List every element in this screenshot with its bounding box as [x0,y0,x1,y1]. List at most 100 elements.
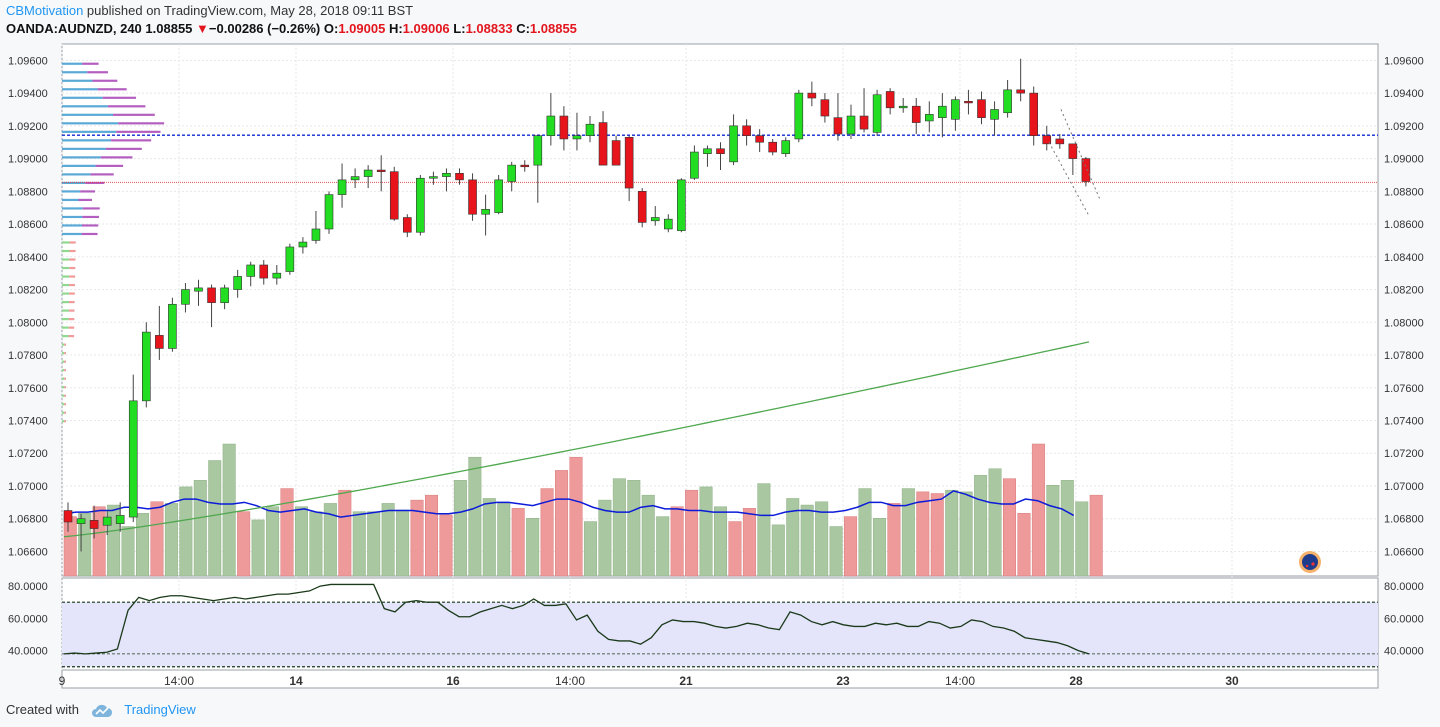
moving-average-line [63,341,1090,538]
volume-profile-down [64,369,66,372]
time-axis [61,669,1379,689]
price-tick-left: 1.06800 [8,514,48,526]
time-tick-label: 28 [1069,674,1083,688]
price-tick-right: 1.09000 [1384,154,1424,166]
volume-bar [1003,478,1016,577]
price-tick-right: 1.08600 [1384,219,1424,231]
projection-line-lower [1048,141,1090,217]
time-tick-label: 21 [679,674,693,688]
new-zealand-flag-icon [1299,551,1321,573]
volume-profile-up [62,292,70,295]
candle-body [128,400,138,518]
volume-profile-up [62,232,82,236]
volume-profile-down [107,105,146,108]
price-tick-left: 1.08800 [8,186,48,198]
volume-profile-down [64,420,66,423]
candle-body [716,148,725,154]
time-tick-label: 14 [289,674,303,688]
volume-profile-up [62,420,65,423]
volume-bar [786,498,800,577]
candle-body [455,173,464,181]
price-tick-left: 1.08600 [8,219,48,231]
volume-bar [482,498,496,577]
volume-bar [670,506,684,577]
candle-body [859,115,869,130]
volume-profile-down [68,335,75,338]
volume-bar [540,488,554,577]
volume-profile-down [81,224,99,227]
volume-bar [916,491,930,577]
candle-body [964,100,973,104]
volume-bar [136,513,149,577]
main-pane [61,43,1379,577]
price-tick-right: 1.07600 [1384,383,1424,395]
candle-body [911,105,921,123]
candle-body [572,135,582,140]
volume-profile-down [64,377,66,380]
candle-body [246,264,255,277]
volume-profile-down [64,352,66,355]
volume-profile-down [69,249,76,253]
candle-body [155,335,164,349]
volume-profile-up [62,249,70,253]
flag-star [1305,564,1309,568]
candle-body [794,92,804,140]
price-tick-right: 1.08800 [1384,186,1424,198]
time-tick-label: 9 [59,674,66,688]
candle-body [533,135,543,166]
candle-body [885,91,895,109]
volume-profile-down [92,79,118,82]
tradingview-brand[interactable]: TradingView [124,702,196,717]
volume-profile-down [80,190,95,193]
candle-body [1055,138,1065,145]
volume-profile-down [68,318,75,321]
price-tick-left: 1.06600 [8,546,48,558]
author-link[interactable]: CBMotivation [6,3,84,18]
candle-body [89,520,99,529]
rsi-tick-right: 60.0000 [1384,613,1424,625]
price-tick-right: 1.09400 [1384,88,1424,100]
volume-profile-down [78,198,92,202]
candle-body [820,99,830,117]
time-tick-label: 14:00 [945,674,975,688]
price-tick-left: 1.09400 [8,88,48,100]
low-label: L: [453,21,466,36]
volume-bar [352,511,366,577]
candle-body [376,169,386,172]
time-tick-label: 14:00 [555,674,585,688]
time-tick-label: 16 [446,674,460,688]
candle-body [63,510,73,523]
volume-bar [78,513,92,577]
volume-bar [627,480,641,577]
volume-profile-down [111,139,152,142]
volume-profile-up [62,241,70,244]
price-chart[interactable]: 1.09600 1.09600 1.09400 1.09400 1.09200 1.092… [0,0,1440,697]
candle-body [742,125,751,136]
candle-body [1042,135,1052,145]
volume-profile-up [62,283,70,287]
volume-profile-down [100,156,133,159]
candle-body [220,287,229,303]
candle-body [168,303,177,349]
volume-profile-up [62,411,65,414]
candle-body [924,114,934,122]
candle-body [1003,89,1012,114]
flag-disk [1302,554,1318,570]
volume-profile-up [62,156,101,159]
candle-body [598,122,608,166]
volume-profile-up [62,62,83,65]
candle-body [507,164,517,182]
price-tick-right: 1.06600 [1384,546,1424,558]
candle-body [781,140,791,154]
volume-profile-down [95,164,124,167]
candle-body [872,94,882,133]
price-tick-left: 1.08200 [8,285,48,297]
candle-body [142,331,151,402]
price-change: −0.00286 (−0.26%) [208,21,321,36]
candle-body [416,177,425,233]
volume-bar [121,526,135,577]
candle-body [637,191,647,223]
price-tick-left: 1.07000 [8,481,48,493]
low-value: 1.08833 [465,21,513,36]
volume-profile-up [62,318,69,321]
